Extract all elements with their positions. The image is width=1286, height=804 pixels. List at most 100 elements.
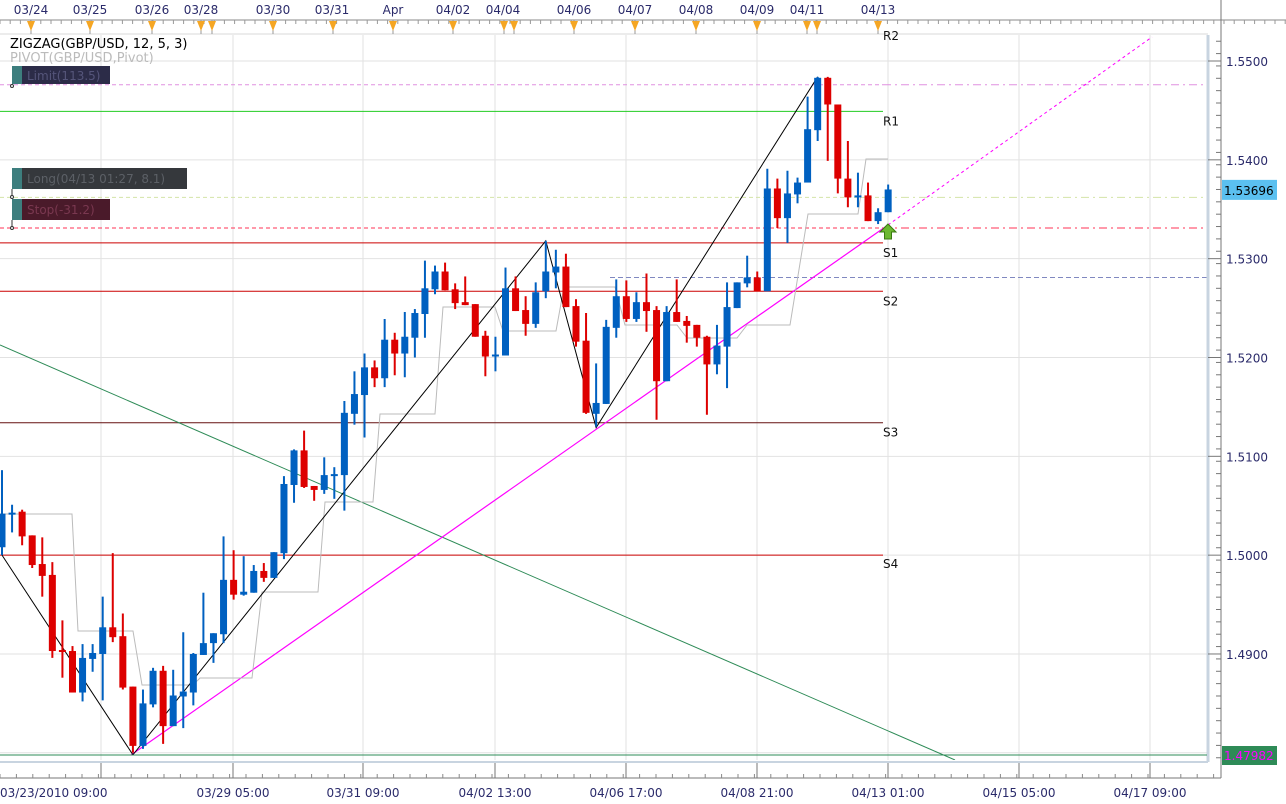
candle-body xyxy=(99,627,107,654)
candle xyxy=(572,299,580,347)
candle xyxy=(411,309,419,358)
trendline-green[interactable] xyxy=(0,344,956,760)
candle xyxy=(824,76,832,161)
top-time-axis[interactable]: 03/24 03/25 03/26 03/28 03/30 03/31 Apr 04/02 04… xyxy=(0,3,1286,34)
stop-order-tag[interactable]: Stop(-31.2) xyxy=(10,199,111,230)
event-marker-icon[interactable] xyxy=(874,21,882,31)
pivot-label-r1: R1 xyxy=(883,114,899,128)
candle-body xyxy=(350,394,358,414)
event-marker-icon[interactable] xyxy=(389,21,397,31)
candle-body xyxy=(310,485,318,490)
candle xyxy=(99,596,107,701)
candle xyxy=(491,336,499,372)
candle-body xyxy=(149,670,157,705)
candle-body xyxy=(441,271,449,291)
candle-body xyxy=(723,307,731,347)
candle-body xyxy=(773,188,781,219)
candle-body xyxy=(260,570,268,578)
bottom-axis-label: 03/31 09:00 xyxy=(327,786,400,800)
top-axis-label: 03/25 xyxy=(73,3,108,17)
pivot-label-s1: S1 xyxy=(883,246,898,260)
bottom-time-axis[interactable]: 03/23/2010 09:00 03/29 05:00 03/31 09:00 04… xyxy=(0,763,1222,800)
candle xyxy=(431,265,439,295)
candle xyxy=(743,255,751,288)
candle xyxy=(552,249,560,289)
event-marker-icon[interactable] xyxy=(27,21,35,31)
price-axis[interactable]: 1.5500 1.5400 1.5300 1.5200 1.5100 1.5000 1.49… xyxy=(0,0,1277,778)
event-marker-icon[interactable] xyxy=(570,21,578,31)
candle xyxy=(854,172,862,208)
candle-body xyxy=(421,288,429,315)
order-tags[interactable]: Limit(113.5) Long(04/13 01:27, 8.1) Stop… xyxy=(10,66,188,230)
candle xyxy=(169,669,177,727)
event-marker-icon[interactable] xyxy=(449,21,457,31)
candle xyxy=(632,292,640,322)
candle-body xyxy=(592,402,600,414)
candle-body xyxy=(512,288,520,312)
candle xyxy=(461,276,469,306)
candle xyxy=(602,319,610,404)
candle xyxy=(68,646,76,693)
candle-body xyxy=(884,189,892,213)
candle-body xyxy=(713,345,721,365)
candle-body xyxy=(300,450,308,487)
candles xyxy=(0,76,892,753)
price-tick-label: 1.5000 xyxy=(1226,549,1268,563)
candle-body xyxy=(602,326,610,404)
event-marker-icon[interactable] xyxy=(500,21,508,31)
event-marker-icon[interactable] xyxy=(208,21,216,31)
candle xyxy=(119,613,127,690)
limit-order-tag[interactable]: Limit(113.5) xyxy=(10,66,111,88)
candle xyxy=(361,353,369,438)
low-price-value: 1.47982 xyxy=(1224,749,1274,763)
price-tick-label: 1.4900 xyxy=(1226,648,1268,662)
top-axis-label: 03/26 xyxy=(135,3,170,17)
event-marker-icon[interactable] xyxy=(631,21,639,31)
candle-body xyxy=(89,652,97,659)
candle xyxy=(874,208,882,225)
event-marker-icon[interactable] xyxy=(803,21,811,31)
long-position-tag[interactable]: Long(04/13 01:27, 8.1) xyxy=(10,168,188,199)
event-marker-icon[interactable] xyxy=(692,21,700,31)
top-axis-label: 03/31 xyxy=(315,3,350,17)
candle xyxy=(109,553,117,643)
candle xyxy=(582,313,590,414)
top-axis-label: 04/04 xyxy=(486,3,521,17)
candle xyxy=(48,562,56,658)
pivot-indicator-line xyxy=(0,158,888,686)
candle-body xyxy=(401,336,409,354)
candle xyxy=(310,485,318,501)
candle-body xyxy=(109,627,117,638)
candle xyxy=(773,178,781,229)
event-marker-icon[interactable] xyxy=(813,21,821,31)
candle-body xyxy=(683,320,691,326)
candle xyxy=(753,271,761,292)
chart-labels: ZIGZAG(GBP/USD, 12, 5, 3) PIVOT(GBP/USD,… xyxy=(10,29,899,571)
event-marker-icon[interactable] xyxy=(197,21,205,31)
event-marker-icon[interactable] xyxy=(753,21,761,31)
candle xyxy=(481,330,489,377)
candle xyxy=(804,96,812,183)
candle-body xyxy=(542,271,550,292)
trendline-magenta-ext[interactable] xyxy=(887,36,1153,226)
candle xyxy=(783,170,791,243)
candle-body xyxy=(79,657,87,693)
event-marker-icon[interactable] xyxy=(269,21,277,31)
trendline-magenta[interactable] xyxy=(130,224,889,756)
event-marker-icon[interactable] xyxy=(148,21,156,31)
candle xyxy=(713,324,721,375)
candle-body xyxy=(199,643,207,655)
candle-body xyxy=(391,339,399,354)
candle-body xyxy=(280,483,288,554)
pivot-label-s4: S4 xyxy=(883,557,898,571)
candle-body xyxy=(159,670,167,727)
event-marker-icon[interactable] xyxy=(86,21,94,31)
candle-body xyxy=(189,653,197,693)
candle-body xyxy=(814,77,822,131)
top-axis-label: 03/28 xyxy=(184,3,219,17)
event-marker-icon[interactable] xyxy=(329,21,337,31)
event-marker-icon[interactable] xyxy=(510,21,518,31)
